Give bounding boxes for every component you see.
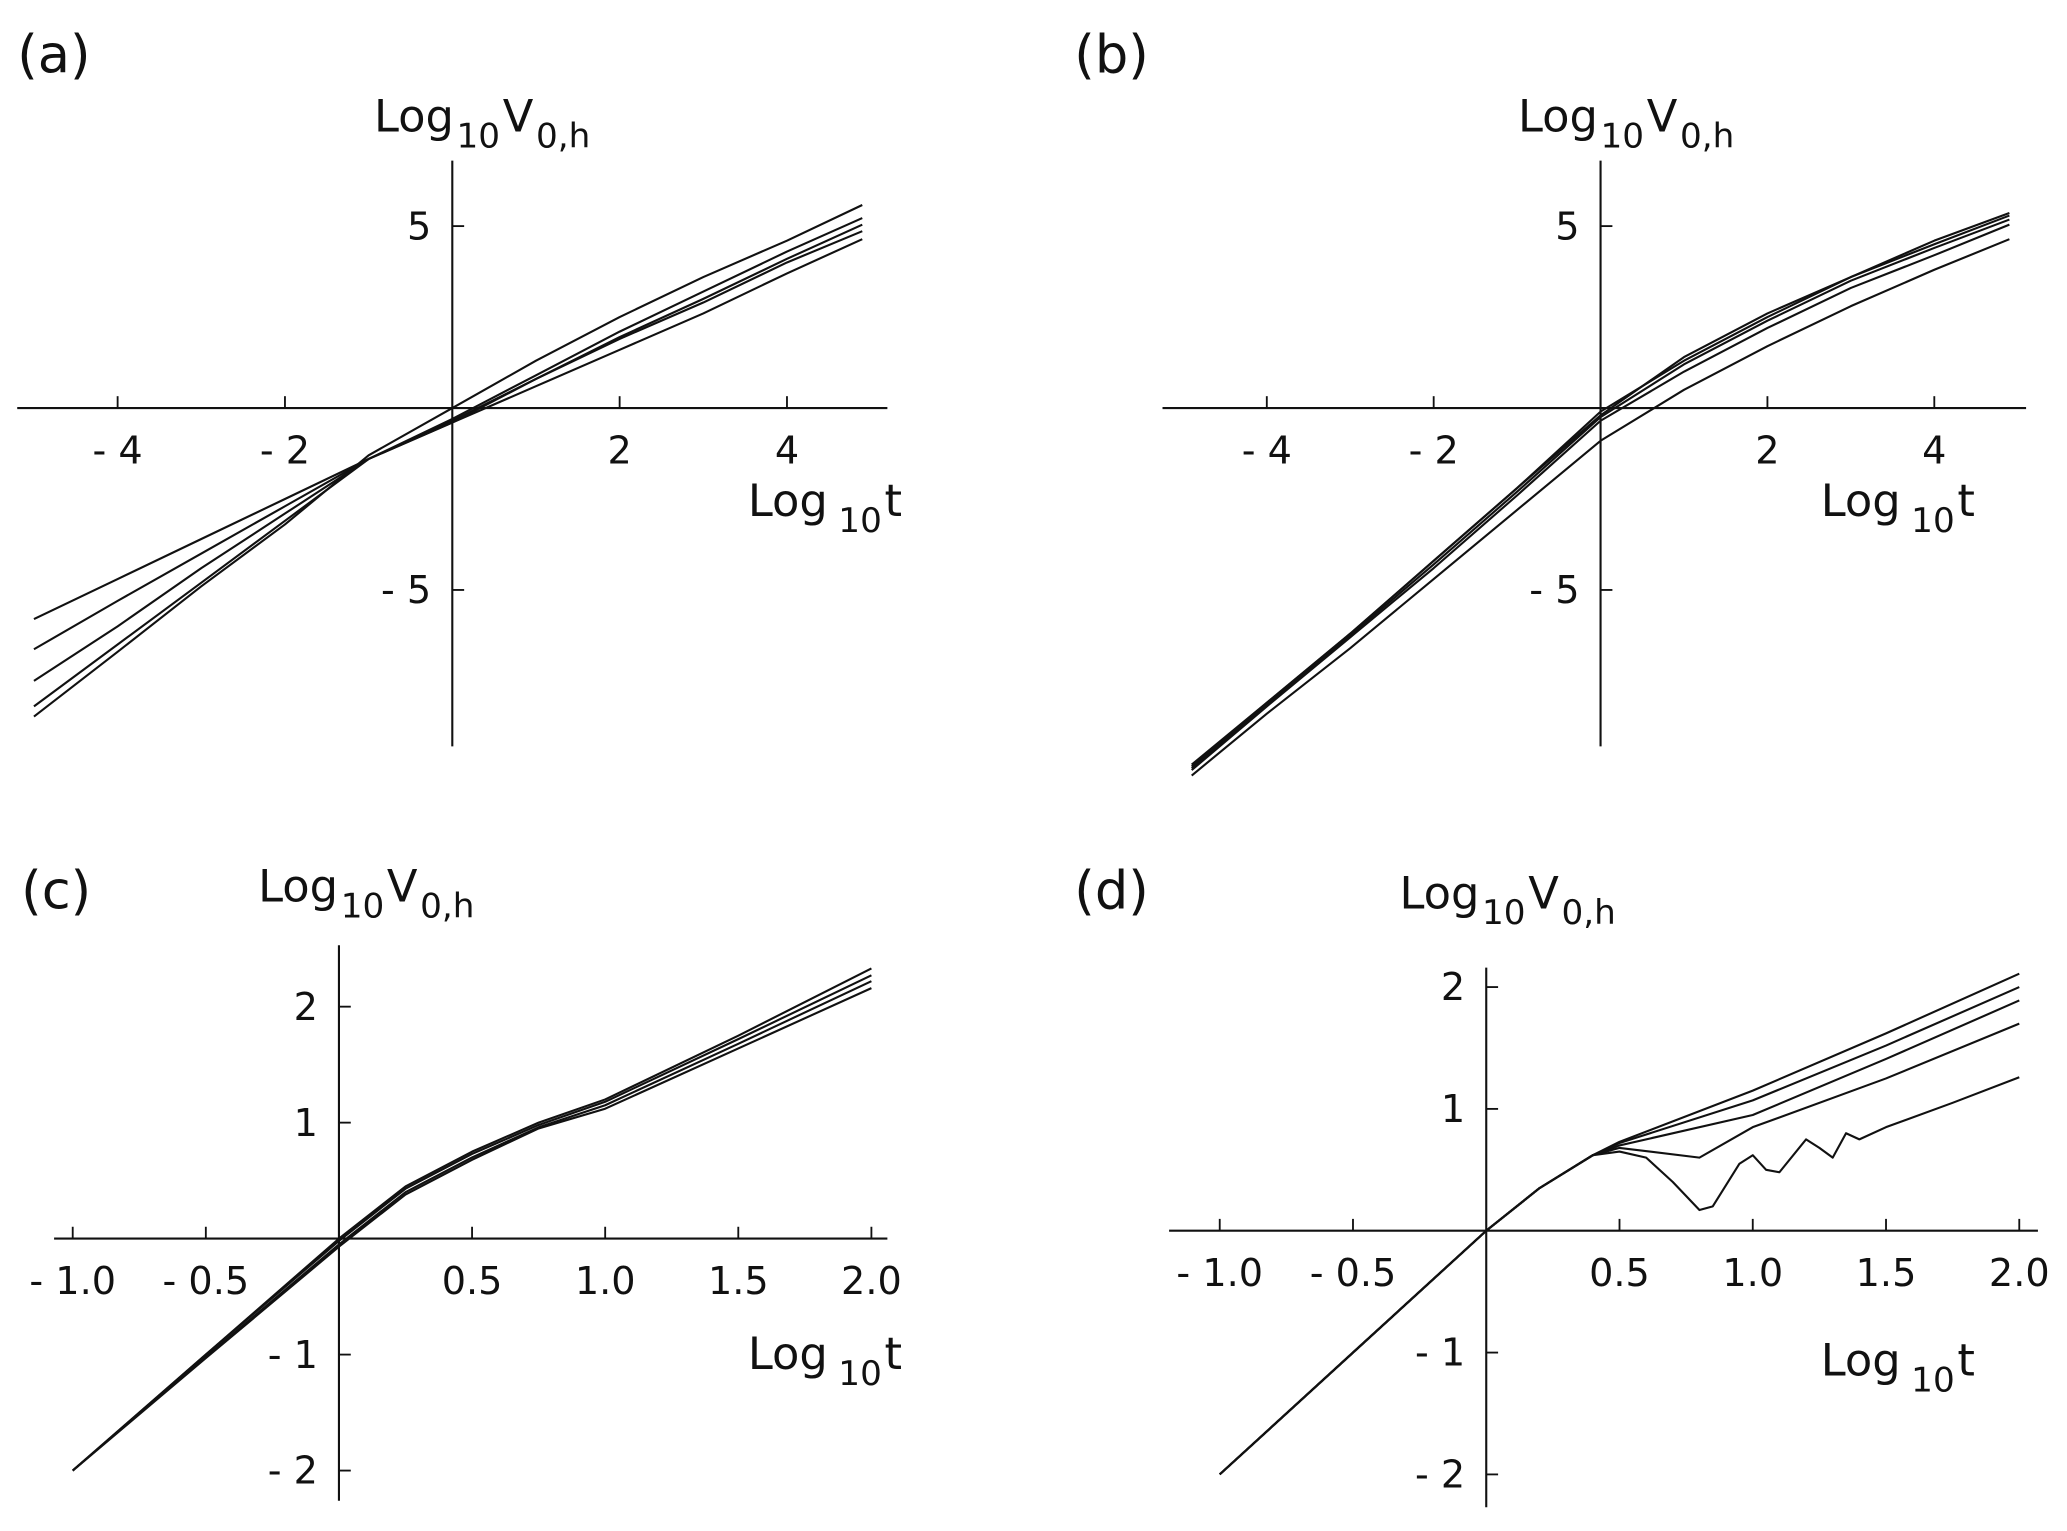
y-tick-label: - 1 [1415,1332,1465,1376]
x-tick-label: 1.5 [708,1260,769,1304]
y-tick-label: 2 [1441,966,1465,1010]
label-subscript: 10 [1911,1360,1955,1400]
series-line [1219,1076,2020,1476]
y-axis-label: Log 10V 0,h [374,90,590,157]
panel: - 1.0- 0.5 0.5 1.0 1.5 2.0- 2- 112(c)Log 10tL… [21,860,902,1501]
label-subscript: 10 [1601,116,1645,156]
label-part: Log [1399,866,1479,919]
x-tick-label: 2.0 [1989,1252,2050,1296]
series-line [72,980,872,1472]
series-line [72,987,872,1472]
label-part: Log [1821,474,1901,527]
y-tick-label: - 5 [381,569,431,613]
y-tick-label: - 5 [1529,569,1579,613]
label-part: t [1957,1334,1975,1387]
label-part: V [1528,866,1559,919]
label-subscript: 0,h [1561,893,1615,933]
x-axis-label: Log 10t [1821,1334,1975,1401]
panel-label: (b) [1074,24,1149,85]
label-part: Log [374,90,454,143]
panel: - 1.0- 0.5 0.5 1.0 1.5 2.0- 2- 112(d)Log 10tL… [1074,860,2050,1508]
label-part: V [503,90,534,143]
y-axis-label: Log 10V 0,h [1399,866,1615,933]
y-tick-label: 1 [1441,1088,1465,1132]
x-tick-label: - 1.0 [1176,1252,1263,1296]
panel-label: (d) [1074,860,1149,921]
y-axis-label: Log 10V 0,h [258,860,474,927]
series-line [1191,218,2010,770]
label-part: Log [748,1327,828,1380]
x-tick-label: 2 [607,429,631,473]
label-part: Log [258,860,338,913]
series-line [33,204,863,718]
series-line [1191,214,2010,768]
label-subscript: 10 [1482,893,1526,933]
y-tick-label: 5 [407,205,431,249]
label-subscript: 10 [838,501,882,541]
x-axis-label: Log 10t [748,474,902,541]
x-tick-label: 2 [1755,429,1779,473]
label-subscript: 10 [838,1354,882,1394]
series-line [1191,223,2010,771]
x-tick-label: - 4 [93,429,143,473]
series-line [33,238,863,621]
x-tick-label: 1.0 [575,1260,636,1304]
x-tick-label: 1.0 [1722,1252,1783,1296]
y-tick-label: - 2 [268,1450,318,1494]
y-tick-label: 2 [294,986,318,1030]
label-subscript: 10 [341,887,385,927]
x-axis-label: Log 10t [1821,474,1975,541]
x-tick-label: 4 [1922,429,1946,473]
x-tick-label: 1.5 [1856,1252,1917,1296]
series-line [33,230,863,651]
series-line [72,974,872,1472]
label-part: t [884,474,902,527]
label-subscript: 10 [457,116,501,156]
panel-label: (c) [21,860,91,921]
label-part: t [884,1327,902,1380]
x-tick-label: - 0.5 [163,1260,250,1304]
label-part: t [1957,474,1975,527]
series-line [1219,1022,2020,1476]
label-part: V [387,860,418,913]
label-part: Log [1518,90,1598,143]
label-subscript: 0,h [420,887,474,927]
series-line [72,967,872,1472]
x-tick-label: 2.0 [841,1260,902,1304]
label-subscript: 10 [1911,501,1955,541]
y-tick-label: - 1 [268,1334,318,1378]
label-part: Log [1821,1334,1901,1387]
x-tick-label: - 1.0 [29,1260,116,1304]
series-line [1191,238,2010,777]
x-tick-label: - 2 [260,429,310,473]
y-tick-label: 1 [294,1102,318,1146]
series-line [33,223,863,682]
label-subscript: 0,h [1680,116,1734,156]
series-line [1219,999,2020,1476]
x-tick-label: - 0.5 [1310,1252,1397,1296]
label-part: V [1647,90,1678,143]
label-subscript: 0,h [536,116,590,156]
label-part: Log [748,474,828,527]
x-tick-label: - 4 [1242,429,1292,473]
x-tick-label: 4 [775,429,799,473]
x-tick-label: 0.5 [1589,1252,1650,1296]
x-tick-label: - 2 [1409,429,1459,473]
x-axis-label: Log 10t [748,1327,902,1394]
y-tick-label: 5 [1555,205,1579,249]
y-axis-label: Log 10V 0,h [1518,90,1734,157]
series-line [33,217,863,708]
panel-label: (a) [17,24,90,85]
x-tick-label: 0.5 [442,1260,503,1304]
y-tick-label: - 2 [1415,1454,1465,1498]
